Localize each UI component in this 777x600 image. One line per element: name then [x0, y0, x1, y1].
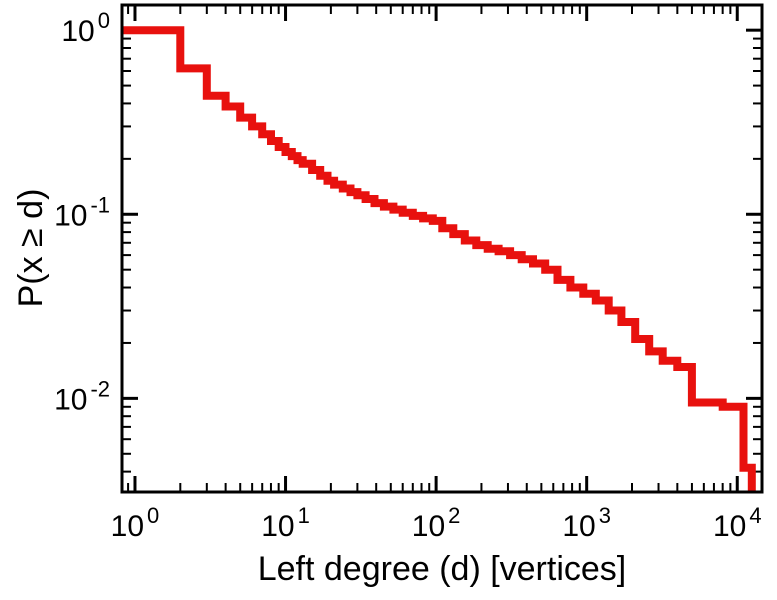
- svg-text:10-2: 10 -2: [54, 376, 110, 416]
- svg-text:10-1: 10 -1: [54, 192, 110, 232]
- ccdf-curve: [122, 26, 756, 492]
- svg-text:100: 10 0: [61, 8, 110, 48]
- svg-text:104: 10 4: [713, 503, 762, 543]
- svg-text:100: 10 0: [111, 503, 160, 543]
- svg-text:102: 10 2: [412, 503, 461, 543]
- tick-labels: 10 0 10 1 10 2 10 3 10 4 10 0 10 -1 10 -2: [54, 8, 762, 543]
- axis-ticks: [122, 5, 762, 492]
- svg-text:101: 10 1: [261, 503, 310, 543]
- svg-text:103: 10 3: [562, 503, 611, 543]
- plot-frame: [120, 3, 764, 494]
- x-axis-label: Left degree (d) [vertices]: [258, 550, 627, 588]
- y-axis-label: P(x ≥ d): [12, 189, 50, 308]
